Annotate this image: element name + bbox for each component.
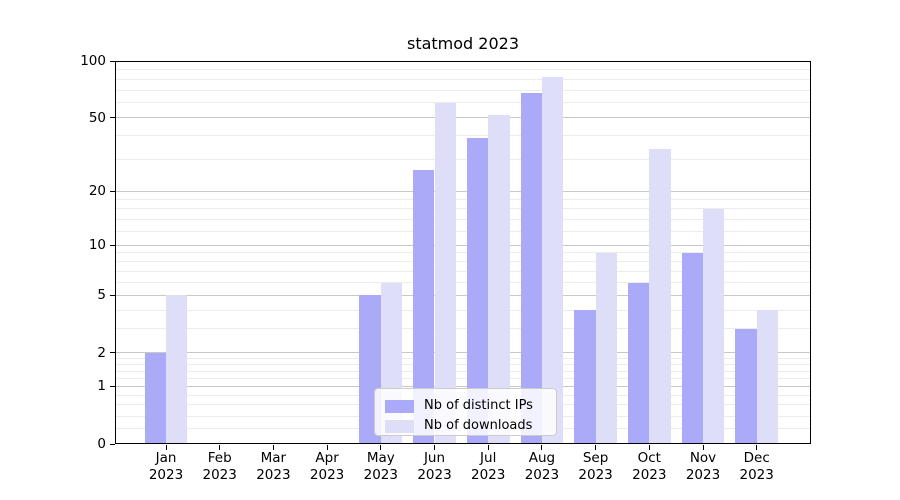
y-gridline-minor xyxy=(115,102,811,104)
bar-nb-of-distinct-ips-sep xyxy=(574,310,596,444)
x-tick-mark xyxy=(380,445,382,450)
x-tick-label: May 2023 xyxy=(363,450,398,483)
y-gridline-major xyxy=(115,117,811,119)
x-tick-label: Nov 2023 xyxy=(685,450,721,483)
y-tick-label: 100 xyxy=(80,53,106,69)
bar-nb-of-downloads-jun xyxy=(434,102,456,444)
x-tick-label: Aug 2023 xyxy=(524,450,560,483)
x-tick-mark xyxy=(272,445,274,450)
y-gridline-minor xyxy=(115,252,811,254)
y-gridline-major xyxy=(115,352,811,354)
y-gridline-minor xyxy=(115,270,811,272)
y-gridline-minor xyxy=(115,378,811,380)
x-tick-label: Jun 2023 xyxy=(417,450,452,483)
y-gridline-minor xyxy=(115,208,811,210)
bar-nb-of-downloads-oct xyxy=(649,148,671,444)
x-tick-mark xyxy=(595,445,597,450)
y-tick-label: 2 xyxy=(97,344,106,361)
x-tick-label: Oct 2023 xyxy=(632,450,667,483)
y-gridline-minor xyxy=(115,328,811,330)
x-tick-label: Jul 2023 xyxy=(471,450,506,483)
x-tick-mark xyxy=(541,445,543,450)
y-tick-mark xyxy=(110,385,115,387)
y-gridline-minor xyxy=(115,199,811,201)
y-gridline-minor xyxy=(115,309,811,311)
legend-label-distinct-ips: Nb of distinct IPs xyxy=(424,398,533,413)
y-gridline-minor xyxy=(115,282,811,283)
y-tick-mark xyxy=(110,60,115,62)
y-tick-label: 10 xyxy=(88,237,106,253)
y-gridline-minor xyxy=(115,69,811,71)
bar-nb-of-downloads-dec xyxy=(756,310,779,444)
x-tick-label: Jan 2023 xyxy=(148,450,184,483)
y-tick-label: 50 xyxy=(88,109,106,126)
y-gridline-minor xyxy=(115,230,811,232)
x-tick-mark xyxy=(434,445,435,450)
bar-nb-of-downloads-sep xyxy=(595,252,617,444)
legend-row-distinct-ips: Nb of distinct IPs xyxy=(385,396,546,416)
x-tick-mark xyxy=(702,445,704,450)
y-gridline-major xyxy=(115,385,811,387)
x-tick-label: Apr 2023 xyxy=(309,450,345,483)
legend-swatch-downloads xyxy=(385,419,414,433)
bar-nb-of-distinct-ips-aug xyxy=(520,92,542,444)
bar-nb-of-distinct-ips-jun xyxy=(413,170,435,444)
bar-nb-of-distinct-ips-oct xyxy=(627,282,650,444)
y-gridline-minor xyxy=(115,78,811,80)
x-tick-mark xyxy=(756,445,758,450)
y-gridline-minor xyxy=(115,364,811,366)
bar-nb-of-distinct-ips-dec xyxy=(735,328,757,444)
x-tick-label: Dec 2023 xyxy=(739,450,774,483)
y-tick-mark xyxy=(110,190,115,192)
legend-row-downloads: Nb of downloads xyxy=(385,416,546,436)
bar-nb-of-downloads-jan xyxy=(166,295,188,444)
bar-nb-of-downloads-nov xyxy=(703,208,725,444)
x-tick-mark xyxy=(487,445,489,450)
y-tick-label: 20 xyxy=(88,183,106,200)
bar-nb-of-distinct-ips-jan xyxy=(144,352,166,444)
y-gridline-minor xyxy=(115,261,811,263)
x-tick-mark xyxy=(648,445,650,450)
y-tick-mark xyxy=(110,117,115,119)
y-tick-mark xyxy=(110,294,115,296)
y-gridline-minor xyxy=(115,358,811,360)
y-gridline-major xyxy=(115,294,811,296)
bar-nb-of-downloads-jul xyxy=(488,114,510,444)
x-tick-mark xyxy=(219,445,221,450)
y-tick-label: 0 xyxy=(97,436,106,452)
legend: Nb of distinct IPs Nb of downloads xyxy=(374,388,557,436)
y-gridline-minor xyxy=(115,89,811,91)
chart-title: statmod 2023 xyxy=(406,34,520,53)
y-tick-label: 1 xyxy=(97,378,106,395)
x-tick-label: Sep 2023 xyxy=(578,450,613,483)
bar-nb-of-distinct-ips-jul xyxy=(466,137,489,444)
bar-nb-of-downloads-aug xyxy=(541,77,564,444)
legend-swatch-distinct-ips xyxy=(385,399,414,413)
y-gridline-minor xyxy=(115,158,811,160)
x-tick-mark xyxy=(326,445,328,450)
y-gridline-minor xyxy=(115,218,811,220)
y-gridline-major xyxy=(115,244,811,246)
y-gridline-major xyxy=(115,190,811,192)
x-tick-label: Mar 2023 xyxy=(256,450,291,483)
y-gridline-minor xyxy=(115,370,811,372)
bar-nb-of-distinct-ips-nov xyxy=(681,252,703,444)
x-tick-label: Feb 2023 xyxy=(202,450,237,483)
y-gridline-minor xyxy=(115,135,811,137)
x-tick-mark xyxy=(165,445,167,450)
y-tick-mark xyxy=(110,244,115,246)
y-tick-label: 5 xyxy=(97,287,106,304)
y-tick-mark xyxy=(110,352,115,354)
y-tick-mark xyxy=(110,443,115,445)
legend-label-downloads: Nb of downloads xyxy=(424,418,533,433)
